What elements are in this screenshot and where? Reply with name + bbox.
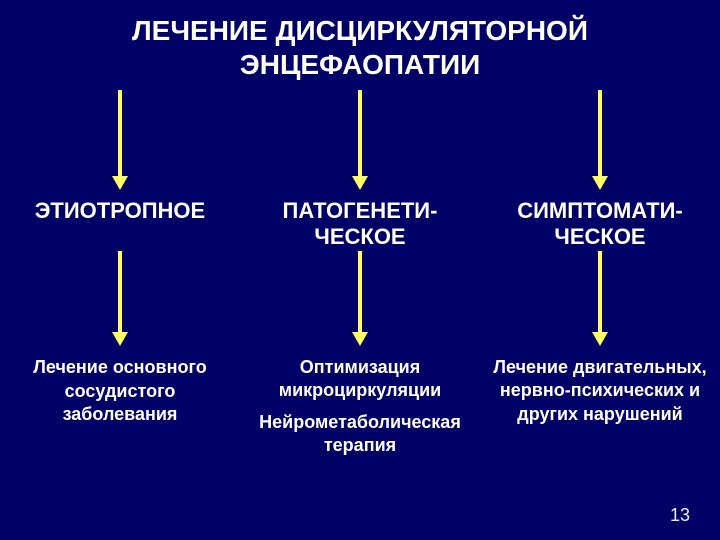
arrow-down-icon — [350, 90, 370, 190]
column-2-detail-b: Нейрометаболическая терапия — [240, 411, 480, 458]
slide-title: ЛЕЧЕНИЕ ДИСЦИРКУЛЯТОРНОЙ ЭНЦЕФАОПАТИИ — [0, 14, 720, 81]
arrow-down-icon — [590, 90, 610, 190]
column-etiotropic: ЭТИОТРОПНОЕ Лечение основного сосудистог… — [0, 90, 240, 520]
column-pathogenetic: ПАТОГЕНЕТИ- ЧЕСКОЕ Оптимизация микроцирк… — [240, 90, 480, 520]
column-1-heading: ЭТИОТРОПНОЕ — [0, 198, 240, 224]
arrow-down-icon — [110, 251, 130, 346]
arrow-down-icon — [350, 251, 370, 346]
heading-line2: ЧЕСКОЕ — [554, 224, 645, 249]
arrow-bottom-2 — [240, 251, 480, 346]
heading-line2: ЧЕСКОЕ — [314, 224, 405, 249]
title-line2: ЭНЦЕФАОПАТИИ — [240, 49, 480, 80]
arrow-top-3 — [480, 90, 720, 190]
column-2-detail-a: Оптимизация микроциркуляции — [240, 356, 480, 403]
column-3-detail: Лечение двигательных, нервно-психических… — [480, 356, 720, 426]
heading-line1: ПАТОГЕНЕТИ- — [283, 198, 438, 223]
column-2-heading: ПАТОГЕНЕТИ- ЧЕСКОЕ — [240, 198, 480, 251]
arrow-bottom-3 — [480, 251, 720, 346]
arrow-down-icon — [110, 90, 130, 190]
arrow-top-1 — [0, 90, 240, 190]
page-number: 13 — [670, 505, 690, 526]
column-1-detail: Лечение основного сосудистого заболевани… — [0, 356, 240, 426]
column-symptomatic: СИМПТОМАТИ- ЧЕСКОЕ Лечение двигательных,… — [480, 90, 720, 520]
column-3-heading: СИМПТОМАТИ- ЧЕСКОЕ — [480, 198, 720, 251]
heading-line1: СИМПТОМАТИ- — [517, 198, 683, 223]
arrow-top-2 — [240, 90, 480, 190]
arrow-bottom-1 — [0, 251, 240, 346]
title-line1: ЛЕЧЕНИЕ ДИСЦИРКУЛЯТОРНОЙ — [132, 15, 588, 46]
columns-container: ЭТИОТРОПНОЕ Лечение основного сосудистог… — [0, 90, 720, 520]
arrow-down-icon — [590, 251, 610, 346]
